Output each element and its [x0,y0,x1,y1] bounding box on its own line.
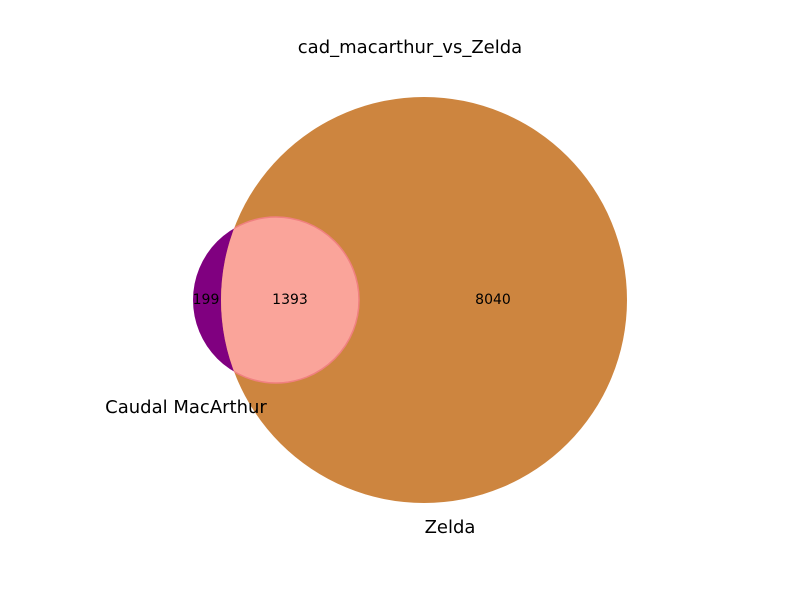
set-label-caudal-macarthur: Caudal MacArthur [105,397,267,418]
intersection-outline [221,216,360,384]
chart-title: cad_macarthur_vs_Zelda [298,37,522,58]
caudal-macarthur-only-count: 199 [193,292,220,308]
zelda-only-count: 8040 [475,292,511,308]
intersection-region [221,217,359,383]
intersection-count: 1393 [272,292,308,308]
set-circle-zelda [221,97,627,503]
set-label-zelda: Zelda [425,517,476,538]
